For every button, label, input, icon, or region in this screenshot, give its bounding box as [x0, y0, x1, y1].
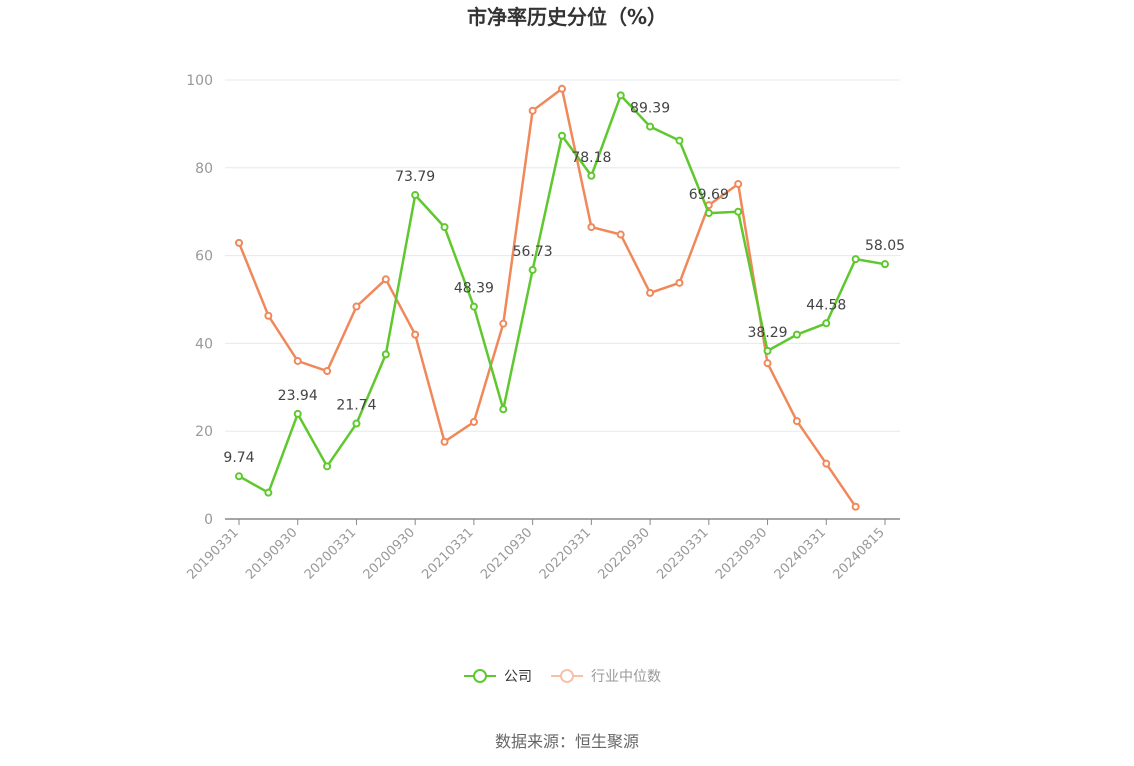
data-point-company — [881, 260, 889, 269]
series-line-company — [238, 94, 886, 494]
data-point-company — [558, 131, 566, 140]
data-label: 73.79 — [395, 169, 435, 185]
legend-marker-industry — [560, 669, 574, 683]
data-label: 56.73 — [513, 244, 553, 260]
data-point-industry — [235, 238, 243, 247]
legend-marker-company — [473, 669, 487, 683]
data-point-company — [323, 462, 332, 471]
data-label: 78.18 — [571, 150, 611, 166]
data-point-company — [411, 191, 420, 200]
data-label: 38.29 — [747, 325, 787, 341]
y-tick-label: 0 — [204, 512, 213, 528]
legend-label-industry: 行业中位数 — [591, 669, 661, 685]
data-point-company — [792, 330, 801, 339]
y-tick-label: 80 — [195, 161, 213, 177]
data-point-company — [352, 419, 361, 428]
data-point-company — [499, 405, 508, 414]
x-tick-label: 20230930 — [713, 525, 770, 582]
data-point-company — [528, 265, 537, 274]
x-tick-label: 20240815 — [830, 525, 887, 582]
data-point-industry — [616, 230, 625, 239]
data-point-company — [587, 171, 596, 180]
y-tick-label: 60 — [195, 249, 213, 265]
data-point-industry — [675, 278, 684, 287]
data-label: 21.74 — [336, 398, 376, 414]
data-point-industry — [558, 84, 566, 93]
data-point-industry — [822, 459, 831, 468]
x-tick-label: 20220331 — [537, 525, 594, 582]
series-layer — [235, 84, 889, 511]
y-tick-label: 40 — [195, 336, 213, 352]
data-point-industry — [646, 288, 655, 297]
legend-item-industry[interactable]: 行业中位数 — [551, 669, 661, 685]
data-labels: 9.74 23.94 21.74 73.79 48.39 56.73 78.18 89.39 6… — [223, 101, 905, 467]
source-text: 数据来源：恒生聚源 — [495, 732, 639, 751]
data-point-industry — [763, 359, 772, 368]
data-point-company — [235, 472, 243, 481]
data-point-industry — [411, 330, 420, 339]
data-point-company — [616, 91, 625, 100]
x-tick-label: 20230331 — [654, 525, 711, 582]
data-point-company — [704, 209, 713, 218]
x-axis: 20190331 20190930 20200331 20200930 20210331… — [184, 518, 900, 583]
legend-label-company: 公司 — [504, 669, 532, 685]
y-tick-label: 20 — [195, 424, 213, 440]
grid-lines — [225, 79, 900, 432]
data-point-company — [851, 255, 860, 264]
data-point-company — [646, 122, 655, 131]
x-tick-label: 20190930 — [243, 525, 300, 582]
data-point-company — [469, 302, 478, 311]
data-point-industry — [851, 502, 860, 511]
legend[interactable]: 公司 行业中位数 — [464, 669, 661, 685]
data-point-industry — [381, 275, 390, 284]
x-tick-label: 20220930 — [596, 525, 653, 582]
data-point-company — [734, 207, 743, 216]
data-point-company — [822, 319, 831, 328]
data-point-industry — [469, 417, 478, 426]
data-label: 48.39 — [454, 281, 494, 297]
data-point-industry — [323, 367, 332, 376]
x-tick-label: 20200331 — [302, 525, 359, 582]
data-point-company — [381, 350, 390, 359]
x-tick-label: 20210930 — [478, 525, 535, 582]
data-point-industry — [792, 417, 801, 426]
data-point-industry — [499, 319, 508, 328]
data-label: 44.58 — [806, 297, 846, 313]
y-axis: 0 20 40 60 80 100 — [186, 73, 213, 528]
x-tick-label: 20210331 — [419, 525, 476, 582]
data-point-industry — [293, 356, 302, 365]
data-point-industry — [528, 106, 537, 115]
data-point-industry — [734, 180, 743, 189]
chart-title: 市净率历史分位（%） — [467, 5, 667, 29]
data-point-industry — [264, 311, 273, 320]
data-point-industry — [352, 302, 361, 311]
data-point-company — [264, 488, 273, 497]
series-line-industry — [237, 87, 857, 508]
data-point-company — [763, 346, 772, 355]
x-tick-label: 20240331 — [772, 525, 829, 582]
data-point-company — [293, 409, 302, 418]
y-tick-label: 100 — [186, 73, 213, 89]
data-point-company — [675, 136, 684, 145]
legend-item-company[interactable]: 公司 — [464, 669, 532, 685]
x-tick-label: 20190331 — [184, 525, 241, 582]
data-label: 69.69 — [689, 187, 729, 203]
x-tick-label: 20200930 — [361, 525, 418, 582]
data-point-company — [440, 223, 449, 232]
data-label: 9.74 — [223, 450, 254, 466]
data-label: 89.39 — [630, 101, 670, 117]
data-label: 58.05 — [865, 238, 905, 254]
data-point-industry — [440, 437, 449, 446]
data-point-industry — [587, 223, 596, 232]
data-label: 23.94 — [278, 388, 318, 404]
